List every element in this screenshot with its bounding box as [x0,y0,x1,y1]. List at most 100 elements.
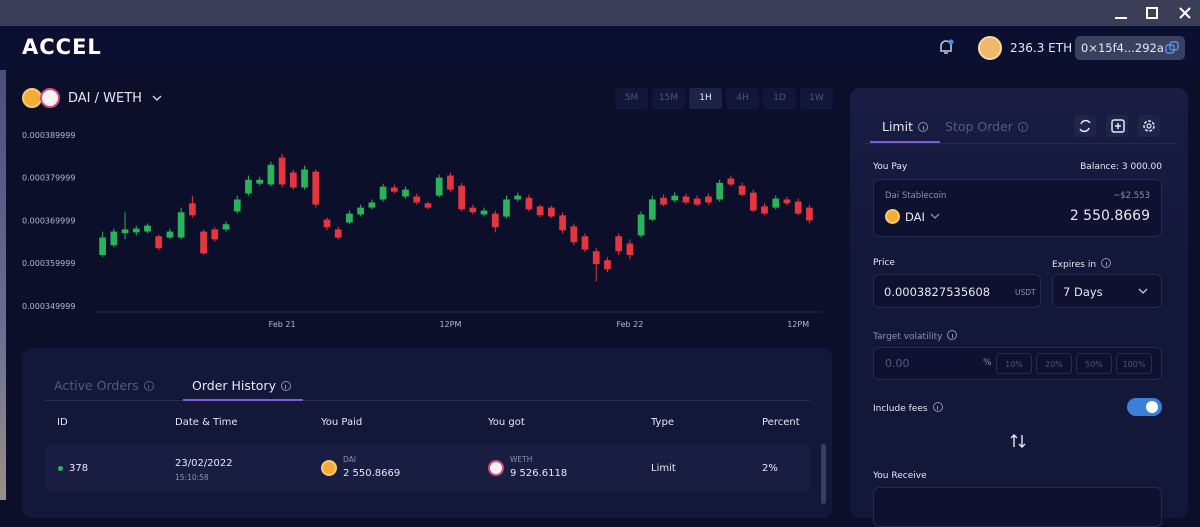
column-header: Type [651,417,674,428]
maximize-button[interactable] [1146,7,1158,19]
candle-body [705,196,712,203]
candle-body [480,210,488,215]
candle-body [312,171,320,205]
window-controls [1115,7,1191,19]
refresh-button[interactable] [1074,115,1096,137]
candle-body [267,164,275,185]
candle-body [536,206,544,216]
candle-body [648,199,656,220]
token-selector[interactable]: DAI [905,210,925,224]
wallet-avatar[interactable] [978,36,1002,60]
order-time: 15:10:58 [175,473,209,482]
timeframe-button[interactable]: 5M [615,88,648,109]
candle-body [323,219,331,228]
volatility-option[interactable]: 50% [1076,353,1112,374]
divider [862,143,1176,144]
dai-icon [885,209,900,224]
receive-input[interactable] [873,487,1162,527]
wallet-address: 0×15f4...292a [1081,41,1164,55]
expires-select[interactable] [1052,274,1162,308]
orders-tab[interactable]: Active Orders [54,378,154,393]
stop-order-tab[interactable]: Stop Order [945,119,1028,134]
candle-body [626,243,634,256]
price-chart: 0.000389999 0.000379999 0.000369999 0.00035… [22,131,822,329]
x-tick-label: 12PM [787,320,809,329]
got-token: WETH [510,455,533,464]
candle-body [110,231,118,246]
swap-icon[interactable] [1009,432,1027,450]
copy-icon[interactable] [1165,41,1179,55]
candle-body [233,199,241,212]
candle-body [503,199,510,217]
candle-body [346,213,353,223]
candle-body [166,231,174,238]
column-header: You got [488,417,525,428]
candle-body [806,207,813,221]
got-amount: 9 526.6118 [510,468,568,479]
y-tick-label: 0.000359999 [22,259,75,268]
candle-body [794,201,802,214]
timeframe-button[interactable]: 1W [800,88,833,109]
wallet-balance: 236.3 ETH [1010,41,1073,55]
pair-selector[interactable]: DAI / WETH [68,91,142,106]
y-tick-label: 0.000369999 [22,216,75,225]
candle-body [278,157,286,185]
candle-body [357,207,365,215]
candle-body [783,199,791,204]
candle-body [132,228,140,233]
candle-body [772,198,780,208]
settings-button[interactable] [1138,115,1160,137]
column-header: You Paid [321,417,363,428]
candle-body [447,175,454,190]
candle-body [491,213,499,228]
dai-icon [321,460,337,476]
timeframe-button[interactable]: 4H [726,88,759,109]
you-pay-label: You Pay [873,162,908,172]
candle-body [570,226,578,243]
pay-input[interactable] [873,179,1162,237]
candle-body [390,187,398,192]
y-tick-label: 0.000389999 [22,131,75,140]
panel-icons [1079,119,1155,133]
candle-body [615,236,623,252]
timeframe-button[interactable]: 15M [652,88,685,109]
timeframe-button[interactable]: 1H [689,88,722,109]
orders-tab-active[interactable]: Order History [192,378,291,393]
close-button[interactable] [1179,7,1191,19]
candle-body [671,195,679,201]
expires-value: 7 Days [1063,285,1103,299]
candle-body [177,212,185,238]
candle-body [559,215,566,231]
candle-body [761,206,768,214]
candle-body [525,197,533,210]
order-row[interactable] [45,445,810,492]
volatility-value: 0.00 [885,357,910,370]
volatility-option[interactable]: 100% [1116,353,1152,374]
logo[interactable]: ACCEL [22,35,102,59]
y-tick-label: 0.000379999 [22,174,75,183]
expires-chevron[interactable] [1137,286,1149,296]
volatility-option[interactable]: 20% [1036,353,1072,374]
scrollbar[interactable] [821,444,826,504]
volatility-option[interactable]: 10% [996,353,1032,374]
tab-label: Order History [192,378,276,393]
price-input[interactable] [873,274,1041,308]
candle-body [514,195,522,200]
background-edge [0,70,6,500]
candle-body [211,229,219,240]
pair-chevron[interactable] [151,93,163,103]
title-bar [0,0,1200,26]
notification-bell[interactable] [937,38,955,56]
column-header: Percent [762,417,800,428]
price-unit: USDT [1015,288,1036,297]
tab-label: Stop Order [945,119,1013,134]
limit-tab[interactable]: Limit [882,119,928,134]
x-tick-label: Feb 22 [616,320,643,329]
candle-body [682,196,690,203]
volatility-unit: % [983,358,992,368]
timeframe-button[interactable]: 1D [763,88,796,109]
candle-body [660,197,667,205]
volatility-input[interactable] [873,347,1162,380]
token-chevron[interactable] [929,211,941,221]
